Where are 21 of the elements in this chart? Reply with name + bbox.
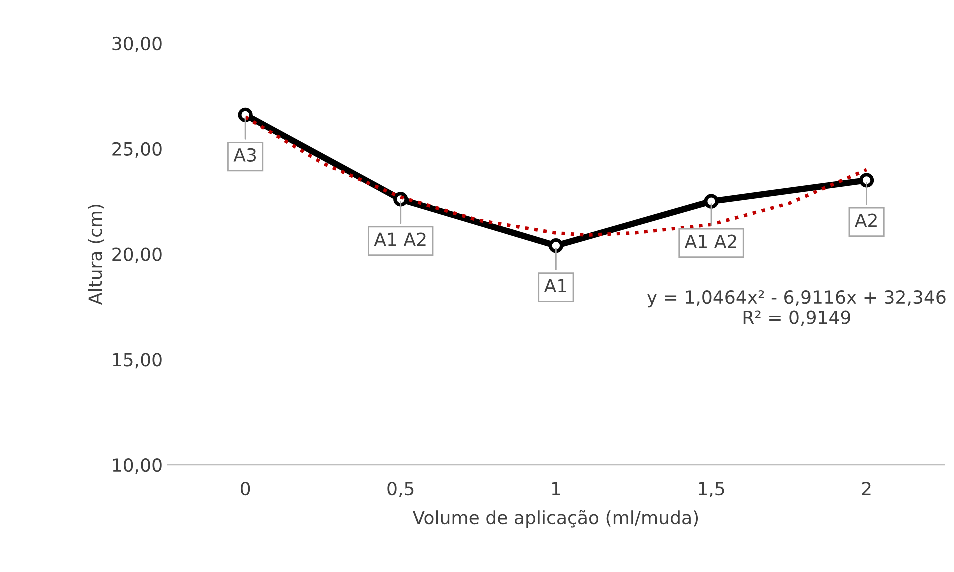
x-tick-label: 2	[862, 482, 871, 496]
y-tick-label: 10,00	[113, 458, 162, 474]
y-tick-label: 25,00	[112, 142, 162, 158]
annotation: A1 A2	[684, 234, 736, 248]
point	[548, 238, 564, 254]
y-tick-label: 20,00	[112, 248, 162, 264]
point	[704, 194, 719, 209]
y-tick-label: 15,00	[113, 353, 162, 369]
annotation: A1 A2	[374, 232, 426, 246]
annotation: A2	[855, 214, 877, 228]
x-tick-label: 0,5	[388, 482, 414, 498]
point	[860, 173, 874, 188]
y-tick-label: 30,00	[112, 36, 162, 52]
x-tick-label: 0	[241, 482, 250, 496]
x-tick-label: 1	[552, 482, 560, 496]
annotation: y = 1,0464x² - 6,9116x + 32,346 R² = 0,9149	[647, 290, 946, 326]
x-tick-label: 1,5	[699, 482, 724, 498]
annotation: A3	[234, 148, 256, 162]
y-axis-title: Altura (cm)	[88, 204, 104, 305]
annotation: A1	[544, 279, 566, 292]
x-axis-title: Volume de aplicação (ml/muda)	[412, 510, 698, 528]
